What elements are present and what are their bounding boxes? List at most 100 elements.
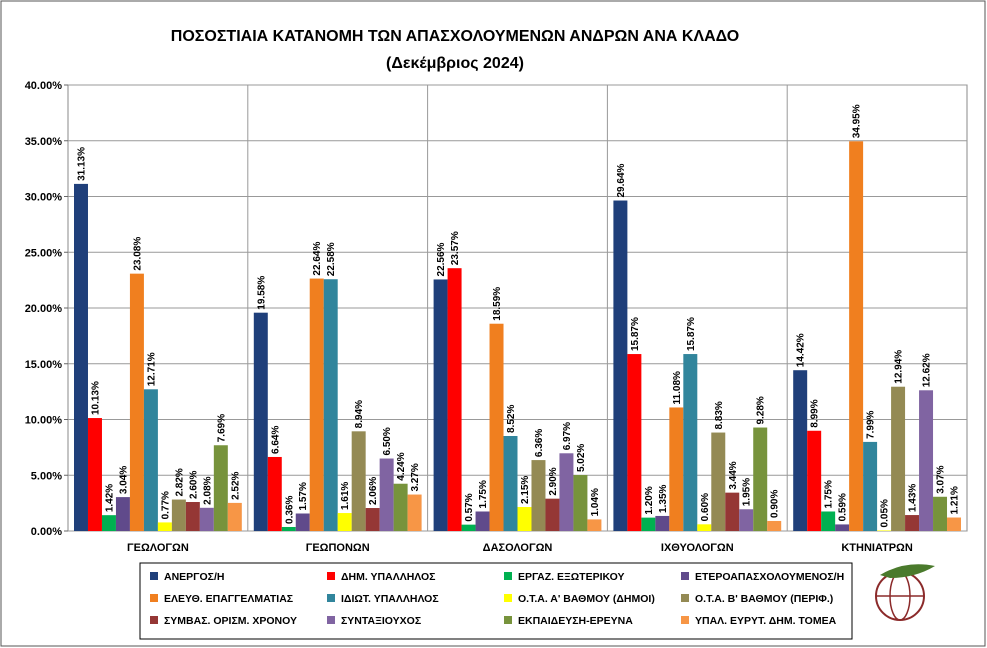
value-label: 3.44%: [728, 461, 739, 489]
bar: [587, 519, 602, 531]
value-label: 7.69%: [216, 414, 227, 442]
bar: [365, 508, 380, 531]
value-label: 0.57%: [464, 493, 475, 521]
bar: [185, 502, 200, 531]
value-label: 19.58%: [256, 276, 267, 310]
value-label: 1.43%: [908, 484, 919, 512]
value-label: 15.87%: [630, 317, 641, 351]
bar: [393, 483, 408, 531]
y-tick-label: 20.00%: [25, 303, 63, 315]
value-label: 1.75%: [824, 480, 835, 508]
value-label: 8.99%: [810, 399, 821, 427]
legend-swatch: [150, 594, 158, 602]
y-tick-label: 35.00%: [25, 136, 63, 148]
value-label: 4.24%: [396, 452, 407, 480]
value-label: 2.60%: [188, 471, 199, 499]
bar: [877, 530, 892, 531]
value-label: 34.95%: [852, 104, 863, 138]
value-label: 0.77%: [160, 491, 171, 519]
bar: [87, 418, 102, 531]
value-label: 12.94%: [894, 350, 905, 384]
bar: [407, 494, 422, 531]
bar: [655, 515, 670, 531]
value-label: 14.42%: [796, 333, 807, 367]
bar: [447, 268, 462, 531]
bar: [933, 496, 948, 531]
bar: [753, 427, 768, 531]
x-tick-label: ΔΑΣΟΛΟΓΩΝ: [483, 542, 553, 554]
bar: [545, 498, 560, 531]
value-label: 1.61%: [340, 482, 351, 510]
bar: [309, 278, 324, 531]
legend-swatch: [327, 594, 335, 602]
chart-subtitle: (Δεκέμβριος 2024): [386, 55, 524, 72]
value-label: 5.02%: [576, 444, 587, 472]
bar: [379, 458, 394, 531]
y-tick-label: 30.00%: [25, 192, 63, 204]
bar: [821, 511, 836, 531]
bar: [295, 513, 310, 531]
bar: [267, 456, 282, 531]
bar: [227, 502, 242, 531]
legend-label: ΕΤΕΡΟΑΠΑΣΧΟΛΟΥΜΕΝΟΣ/Η: [695, 571, 844, 583]
bar: [725, 492, 740, 531]
bar: [863, 441, 878, 531]
value-label: 7.99%: [866, 410, 877, 438]
value-label: 0.90%: [770, 490, 781, 518]
bar: [115, 497, 130, 531]
value-label: 0.60%: [700, 493, 711, 521]
value-label: 23.57%: [450, 231, 461, 265]
x-tick-label: ΓΕΩΠΟΝΩΝ: [306, 542, 370, 554]
bar: [849, 141, 864, 531]
legend-swatch: [504, 572, 512, 580]
y-tick-label: 15.00%: [25, 359, 63, 371]
value-label: 8.94%: [354, 400, 365, 428]
bar: [337, 513, 352, 531]
value-label: 1.20%: [644, 486, 655, 514]
legend-swatch: [327, 572, 335, 580]
bar: [627, 354, 642, 531]
bar: [669, 407, 684, 531]
value-label: 0.36%: [284, 496, 295, 524]
bar: [793, 370, 808, 531]
bar: [253, 312, 268, 531]
value-label: 10.13%: [90, 381, 101, 415]
value-label: 2.15%: [520, 476, 531, 504]
y-tick-label: 40.00%: [25, 80, 63, 92]
value-label: 9.28%: [756, 396, 767, 424]
legend-swatch: [504, 594, 512, 602]
value-label: 6.36%: [534, 429, 545, 457]
value-label: 15.87%: [686, 317, 697, 351]
value-label: 6.50%: [382, 427, 393, 455]
logo-leaf: [880, 564, 935, 578]
value-label: 22.56%: [436, 242, 447, 276]
legend-label: ΣΥΝΤΑΞΙΟΥΧΟΣ: [341, 615, 421, 627]
bar: [475, 511, 490, 531]
bar: [697, 524, 712, 531]
value-label: 1.95%: [742, 478, 753, 506]
bar: [171, 499, 186, 531]
x-tick-label: ΚΤΗΝΙΑΤΡΩΝ: [841, 542, 913, 554]
bar: [489, 323, 504, 531]
legend-label: ΙΔΙΩΤ. ΥΠΑΛΛΗΛΟΣ: [341, 593, 439, 605]
bar: [433, 279, 448, 531]
legend-label: ΔΗΜ. ΥΠΑΛΛΗΛΟΣ: [341, 571, 435, 583]
chart-title: ΠΟΣΟΣΤΙΑΙΑ ΚΑΤΑΝΟΜΗ ΤΩΝ ΑΠΑΣΧΟΛΟΥΜΕΝΩΝ Α…: [171, 28, 739, 45]
value-label: 2.82%: [174, 468, 185, 496]
value-label: 18.59%: [492, 287, 503, 321]
value-label: 1.42%: [104, 484, 115, 512]
y-tick-label: 10.00%: [25, 415, 63, 427]
bar: [74, 183, 88, 531]
bar: [711, 432, 726, 531]
value-label: 6.64%: [270, 426, 281, 454]
bar: [947, 517, 961, 531]
legend-label: Ο.Τ.Α. Β' ΒΑΘΜΟΥ (ΠΕΡΙΦ.): [695, 593, 833, 605]
legend-swatch: [504, 616, 512, 624]
x-tick-label: ΓΕΩΛΟΓΩΝ: [127, 542, 189, 554]
bar: [683, 354, 698, 531]
bar: [503, 436, 518, 531]
value-label: 1.04%: [590, 488, 601, 516]
bar: [835, 524, 850, 531]
y-tick-label: 0.00%: [31, 526, 62, 538]
